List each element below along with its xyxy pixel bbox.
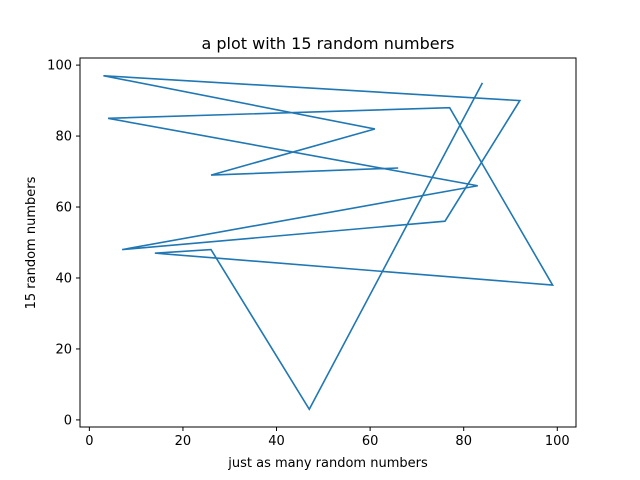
y-tick-label: 100 [47, 59, 72, 74]
x-tick-label: 20 [175, 434, 192, 449]
x-axis-label: just as many random numbers [227, 456, 428, 471]
chart-title: a plot with 15 random numbers [201, 34, 454, 53]
x-tick-label: 40 [268, 434, 285, 449]
axes-frame [79, 57, 577, 428]
x-tick-label: 0 [85, 434, 93, 449]
y-tick-label: 60 [55, 201, 72, 216]
x-tick-label: 80 [455, 434, 472, 449]
y-tick-label: 20 [55, 342, 72, 357]
x-tick-label: 60 [362, 434, 379, 449]
x-tick-label: 100 [545, 434, 570, 449]
y-axis-label: 15 random numbers [24, 176, 39, 309]
plot-area [79, 57, 577, 428]
y-tick-label: 0 [64, 413, 72, 428]
series-line [103, 74, 555, 411]
y-tick-label: 80 [55, 130, 72, 145]
y-axis: 0 20 40 60 80 100 [47, 59, 80, 428]
x-axis: 0 20 40 60 80 100 [85, 427, 570, 449]
series-layer [103, 74, 555, 411]
y-tick-label: 40 [55, 271, 72, 286]
